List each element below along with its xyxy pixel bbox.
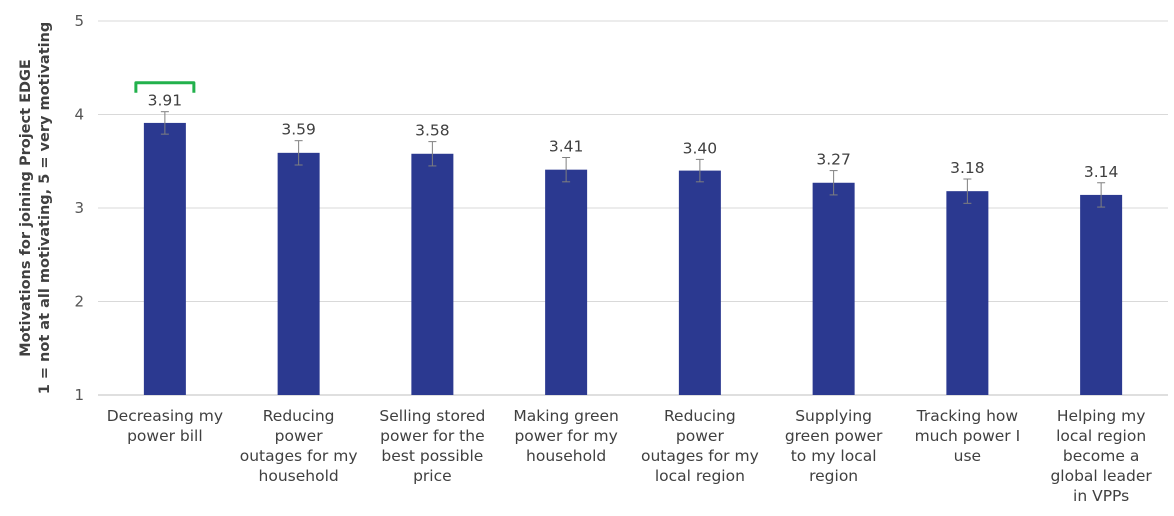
category-label-line: Helping my	[1057, 407, 1146, 425]
category-label-line: household	[259, 467, 339, 485]
category-label-line: Making green	[513, 407, 619, 425]
y-axis-title: Motivations for joining Project EDGE 1 = …	[18, 22, 53, 395]
data-label: 3.59	[281, 121, 316, 139]
data-label: 3.40	[683, 139, 718, 157]
category-label-line: Reducing	[263, 407, 335, 425]
category-label-line: local region	[655, 467, 745, 485]
category-label-line: power for my	[514, 427, 617, 445]
category-label: Selling stored power for the best possible…	[379, 407, 485, 485]
category-label-line: power	[275, 427, 324, 445]
category-label-line: local region	[1056, 427, 1146, 445]
error-bar	[963, 178, 972, 204]
bar	[1080, 194, 1123, 395]
y-tick-label: 3	[74, 199, 84, 217]
category-label-line: Reducing	[664, 407, 736, 425]
category-label-line: Selling stored	[379, 407, 485, 425]
error-bar	[294, 140, 303, 166]
category-label: Making green power for my household	[513, 407, 619, 465]
highlight-bracket	[134, 81, 196, 93]
y-tick-label: 5	[74, 12, 84, 30]
error-bar	[562, 157, 571, 183]
category-label: Reducing power outages for my local region	[641, 407, 759, 485]
category-label-line: power	[676, 427, 725, 445]
data-label: 3.27	[816, 151, 851, 169]
bar	[545, 169, 588, 395]
category-label-line: Supplying	[795, 407, 872, 425]
category-label-line: Decreasing my	[107, 407, 223, 425]
category-label: Supplying green power to my local region	[785, 407, 883, 485]
data-label: 3.18	[950, 159, 985, 177]
data-label: 3.41	[549, 138, 584, 156]
data-label: 3.91	[148, 92, 183, 110]
category-label-line: global leader	[1050, 467, 1152, 485]
category-label-line: green power	[785, 427, 883, 445]
data-label: 3.14	[1084, 163, 1119, 181]
bar	[812, 182, 855, 395]
category-label-line: best possible	[381, 447, 483, 465]
category-label-line: household	[526, 447, 606, 465]
category-label: Helping my local region become a global lea…	[1050, 407, 1152, 505]
y-axis-title-line: Motivations for joining Project EDGE	[18, 59, 34, 357]
error-bar	[695, 158, 704, 183]
error-bar	[160, 111, 169, 135]
bar	[143, 122, 186, 395]
y-tick-label: 4	[74, 106, 84, 124]
category-label-line: price	[413, 467, 452, 485]
bar	[411, 153, 454, 395]
bar	[678, 170, 721, 395]
category-labels: Decreasing my power bill Reducing power outa…	[107, 407, 1153, 505]
category-label-line: region	[809, 467, 858, 485]
category-label-line: to my local	[791, 447, 877, 465]
bars	[143, 122, 1123, 395]
category-label-line: use	[954, 447, 981, 465]
bar	[277, 152, 320, 395]
category-label-line: Tracking how	[916, 407, 1019, 425]
error-bar	[1097, 182, 1106, 208]
category-label-line: become a	[1063, 447, 1139, 465]
category-label-line: outages for my	[240, 447, 358, 465]
y-axis-title-line: 1 = not at all motivating, 5 = very moti…	[37, 22, 53, 395]
category-label: Tracking how much power I use	[915, 407, 1021, 465]
category-label-line: in VPPs	[1073, 487, 1129, 505]
highlight-bracket-mark	[134, 81, 196, 93]
error-bar	[428, 141, 437, 167]
category-label-line: much power I	[915, 427, 1021, 445]
category-label-line: power for the	[380, 427, 485, 445]
y-tick-label: 1	[74, 386, 84, 404]
data-labels: 3.91 3.59 3.58 3.41 3.40 3.27 3.18 3.14	[148, 92, 1119, 181]
category-label: Decreasing my power bill	[107, 407, 223, 445]
category-label: Reducing power outages for my household	[240, 407, 358, 485]
gridlines	[98, 20, 1168, 396]
bar	[946, 191, 989, 395]
data-label: 3.58	[415, 122, 450, 140]
y-axis-ticks: 1 2 3 4 5	[74, 12, 84, 404]
error-bar	[829, 170, 838, 196]
error-bars	[160, 111, 1106, 208]
category-label-line: power bill	[127, 427, 203, 445]
y-tick-label: 2	[74, 293, 84, 311]
category-label-line: outages for my	[641, 447, 759, 465]
